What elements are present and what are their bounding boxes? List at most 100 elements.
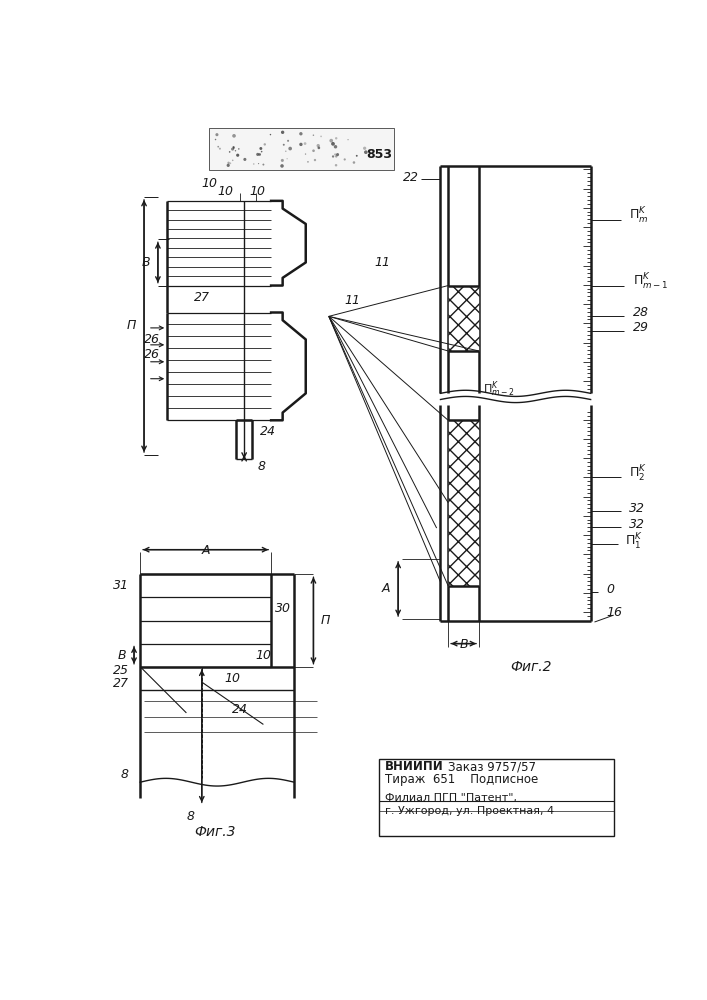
Text: 10: 10 (255, 649, 271, 662)
Text: 8: 8 (258, 460, 266, 473)
Ellipse shape (329, 139, 333, 142)
Text: 28: 28 (633, 306, 649, 319)
Ellipse shape (238, 148, 240, 150)
Text: 11: 11 (375, 256, 391, 269)
Text: Тираж  651    Подписное: Тираж 651 Подписное (385, 773, 538, 786)
Ellipse shape (256, 153, 259, 156)
Ellipse shape (334, 153, 337, 156)
Text: 32: 32 (629, 502, 645, 515)
Text: 16: 16 (606, 606, 622, 619)
Ellipse shape (317, 147, 320, 149)
Ellipse shape (283, 144, 285, 146)
Ellipse shape (219, 148, 221, 150)
Ellipse shape (299, 132, 303, 135)
Text: В: В (460, 638, 468, 651)
Text: 25: 25 (112, 664, 129, 677)
Ellipse shape (285, 150, 286, 152)
Text: 22: 22 (403, 171, 419, 184)
Text: г. Ужгород, ул. Проектная, 4: г. Ужгород, ул. Проектная, 4 (385, 806, 554, 816)
Ellipse shape (331, 142, 335, 146)
Text: В: В (117, 649, 127, 662)
Text: Фиг.2: Фиг.2 (510, 660, 551, 674)
Text: 24: 24 (259, 425, 276, 438)
Ellipse shape (258, 153, 261, 156)
Text: $\Pi_{m}^{K}$: $\Pi_{m}^{K}$ (629, 206, 648, 226)
Ellipse shape (243, 158, 247, 161)
Text: 0: 0 (606, 583, 614, 596)
Text: 10: 10 (250, 185, 265, 198)
Ellipse shape (344, 158, 346, 161)
Text: $\Pi_{m-1}^{K}$: $\Pi_{m-1}^{K}$ (633, 272, 669, 292)
Ellipse shape (335, 155, 337, 158)
Bar (209, 128, 395, 170)
Ellipse shape (233, 146, 235, 148)
Text: 10: 10 (217, 185, 233, 198)
Ellipse shape (217, 146, 219, 148)
Text: $\Pi_{m-2}^{K}$: $\Pi_{m-2}^{K}$ (483, 380, 515, 399)
Bar (209, 128, 395, 170)
Ellipse shape (231, 148, 234, 151)
Text: Заказ 9757/57: Заказ 9757/57 (448, 760, 536, 773)
Ellipse shape (304, 142, 306, 145)
Ellipse shape (288, 147, 292, 150)
Ellipse shape (280, 164, 284, 168)
Text: А: А (201, 544, 210, 557)
Ellipse shape (262, 164, 264, 166)
Text: А: А (382, 582, 390, 595)
Ellipse shape (332, 155, 334, 158)
Ellipse shape (253, 163, 255, 165)
Text: 32: 32 (629, 518, 645, 531)
Text: ВНИИПИ: ВНИИПИ (385, 760, 444, 773)
Text: 8: 8 (121, 768, 129, 781)
Bar (448, 286, 479, 351)
Text: 24: 24 (233, 703, 248, 716)
Ellipse shape (259, 147, 262, 150)
Ellipse shape (335, 164, 337, 166)
Text: 10: 10 (225, 672, 240, 685)
Ellipse shape (317, 144, 320, 147)
Ellipse shape (261, 151, 262, 152)
Text: Филиал ПГП "Патент",: Филиал ПГП "Патент", (385, 793, 517, 803)
Text: 8: 8 (186, 810, 194, 823)
Ellipse shape (236, 154, 239, 157)
Text: 31: 31 (112, 579, 129, 592)
Ellipse shape (281, 131, 284, 134)
Text: В: В (141, 256, 150, 269)
Ellipse shape (235, 150, 236, 151)
Ellipse shape (312, 149, 315, 152)
Ellipse shape (227, 164, 230, 167)
Ellipse shape (334, 145, 337, 148)
Ellipse shape (356, 155, 358, 157)
Ellipse shape (215, 139, 216, 140)
Ellipse shape (258, 163, 259, 164)
Text: $\Pi_{1}^{K}$: $\Pi_{1}^{K}$ (625, 532, 643, 552)
Ellipse shape (364, 150, 368, 154)
Text: 10: 10 (201, 177, 218, 190)
Ellipse shape (232, 134, 236, 138)
Text: П: П (321, 614, 330, 627)
Text: Фиг.3: Фиг.3 (194, 825, 235, 839)
Ellipse shape (228, 162, 230, 164)
Ellipse shape (264, 143, 266, 146)
Ellipse shape (281, 159, 284, 162)
Text: 11: 11 (344, 294, 360, 307)
Ellipse shape (335, 137, 337, 140)
Bar (448, 420, 479, 586)
Text: П: П (127, 319, 136, 332)
Ellipse shape (363, 147, 366, 150)
Text: $\Pi_{2}^{K}$: $\Pi_{2}^{K}$ (629, 464, 647, 484)
Text: 26: 26 (144, 333, 160, 346)
Text: 853: 853 (366, 148, 392, 161)
Text: 29: 29 (633, 321, 649, 334)
Text: 30: 30 (275, 602, 291, 615)
Ellipse shape (269, 134, 271, 135)
Ellipse shape (336, 153, 339, 156)
Ellipse shape (320, 136, 322, 137)
Ellipse shape (305, 153, 306, 155)
Ellipse shape (216, 133, 218, 136)
Ellipse shape (299, 143, 303, 146)
Ellipse shape (312, 134, 314, 136)
Ellipse shape (229, 151, 230, 153)
Ellipse shape (286, 158, 288, 159)
Ellipse shape (232, 160, 233, 161)
